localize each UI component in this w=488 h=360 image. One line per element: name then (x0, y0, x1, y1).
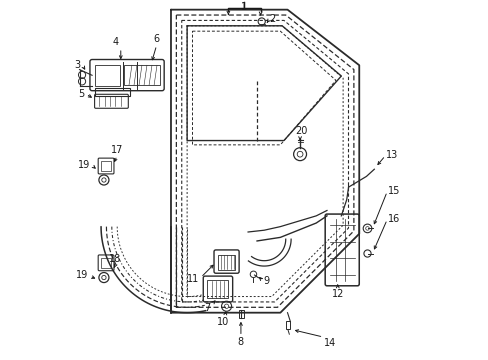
Text: 5: 5 (78, 89, 84, 99)
Bar (101, 258, 110, 268)
Bar (217, 255, 234, 270)
Bar (285, 321, 289, 329)
Bar (94, 64, 120, 86)
Text: 6: 6 (153, 35, 160, 44)
Text: 1: 1 (241, 2, 247, 12)
Text: 13: 13 (386, 150, 398, 160)
Text: 11: 11 (187, 274, 199, 284)
Text: 9: 9 (263, 276, 269, 286)
Bar (101, 161, 110, 171)
Text: 7: 7 (203, 303, 209, 312)
Text: 16: 16 (387, 215, 399, 224)
Text: 3: 3 (74, 60, 80, 70)
Bar (207, 280, 227, 298)
Text: 17: 17 (111, 145, 123, 155)
Text: 10: 10 (216, 317, 229, 327)
Text: 19: 19 (78, 159, 90, 170)
Text: 12: 12 (331, 289, 343, 299)
Text: 15: 15 (387, 186, 400, 197)
Text: 20: 20 (295, 126, 307, 136)
Text: 19: 19 (76, 270, 88, 280)
Text: 14: 14 (324, 338, 336, 348)
Text: 2: 2 (269, 14, 275, 24)
Bar (94, 88, 130, 96)
Bar (238, 310, 244, 318)
Text: 8: 8 (237, 337, 244, 347)
Text: 4: 4 (112, 37, 118, 47)
Bar (124, 65, 159, 85)
Text: 18: 18 (109, 254, 122, 264)
